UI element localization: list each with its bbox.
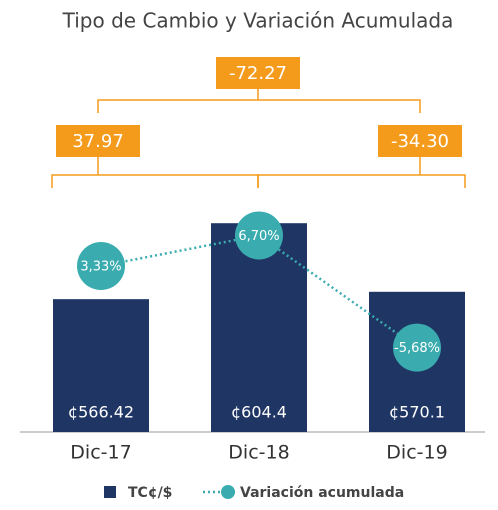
bar (53, 299, 149, 432)
legend-label: Variación acumulada (240, 485, 404, 501)
bracket-left (51, 157, 259, 188)
line-value-label: 6,70% (238, 229, 279, 244)
line-marker (393, 323, 441, 372)
line-value-label: 3,33% (80, 259, 121, 274)
annotation-box (56, 125, 140, 157)
x-tick-label: Dic-19 (386, 442, 447, 464)
legend-swatch (104, 486, 116, 498)
legend-swatch (221, 485, 235, 499)
annotation: -72.27 (229, 63, 287, 84)
bracket-right (257, 157, 466, 188)
x-tick-label: Dic-18 (228, 442, 289, 464)
line-marker (77, 241, 125, 290)
x-tick-label: Dic-17 (70, 442, 131, 464)
line-marker (235, 211, 283, 260)
legend-label: TC¢/$ (128, 485, 172, 501)
bracket-top (97, 89, 421, 113)
annotation-box (378, 125, 462, 157)
annotation: 37.97 (72, 131, 124, 152)
bar-value-label: ¢566.42 (68, 403, 134, 422)
annotation-box (216, 57, 300, 89)
brackets (51, 89, 466, 188)
line-value-label: -5,68% (394, 341, 440, 356)
bar-value-label: ¢570.1 (389, 403, 445, 422)
bar-value-label: ¢604.4 (231, 403, 287, 422)
annotation: -34.30 (391, 131, 449, 152)
chart-title: Tipo de Cambio y Variación Acumulada (62, 9, 454, 33)
